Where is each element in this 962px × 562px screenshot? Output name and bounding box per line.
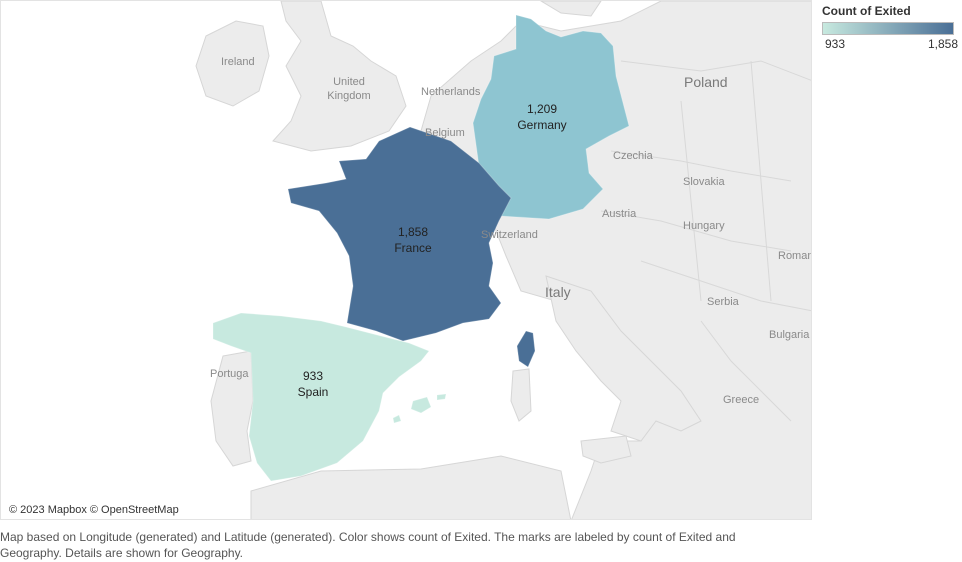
land-great-britain <box>272 1 407 152</box>
label-bulgaria: Bulgaria <box>769 329 810 341</box>
region-spain[interactable] <box>212 312 430 482</box>
mark-labels: 1,209 Germany 1,858 France 933 Spain <box>298 102 567 399</box>
label-netherlands: Netherlands <box>421 86 481 98</box>
region-mallorca[interactable] <box>410 396 432 414</box>
land-ireland <box>195 20 270 107</box>
label-italy: Italy <box>545 284 571 300</box>
land-sicily <box>580 435 632 464</box>
mark-geo-germany: Germany <box>517 118 566 132</box>
region-france[interactable] <box>287 126 512 342</box>
land-sardinia <box>510 368 532 422</box>
border-line <box>680 100 702 302</box>
legend-color-ramp <box>822 22 954 35</box>
border-line <box>620 60 811 81</box>
legend-min-label: 933 <box>825 37 846 51</box>
basemap-borders <box>600 60 811 422</box>
region-ibiza[interactable] <box>392 414 402 424</box>
mark-value-spain: 933 <box>303 369 323 383</box>
region-corsica[interactable] <box>516 330 536 368</box>
label-portugal: Portuga <box>210 368 249 380</box>
map-pane[interactable]: Ireland United Kingdom Netherlands Belgiu… <box>0 0 812 520</box>
mark-geo-france: France <box>394 241 432 255</box>
label-hungary: Hungary <box>683 220 725 232</box>
choropleth-layer[interactable] <box>212 14 630 482</box>
map-attribution[interactable]: © 2023 Mapbox © OpenStreetMap <box>9 504 179 516</box>
label-switzerland: Switzerland <box>481 229 538 241</box>
label-serbia: Serbia <box>707 296 740 308</box>
mark-geo-spain: Spain <box>298 385 329 399</box>
border-line <box>600 210 792 252</box>
land-north-africa <box>250 455 572 519</box>
label-belgium: Belgium <box>425 127 465 139</box>
label-slovakia: Slovakia <box>683 176 725 188</box>
border-line <box>700 320 792 422</box>
land-italy <box>545 275 702 442</box>
region-germany[interactable] <box>472 14 630 220</box>
legend-max-label: 1,858 <box>927 37 958 51</box>
label-romania: Roman <box>778 250 812 262</box>
legend-title: Count of Exited <box>822 4 911 18</box>
color-legend[interactable]: Count of Exited 933 1,858 <box>822 4 962 53</box>
border-line <box>640 260 811 312</box>
label-austria: Austria <box>602 208 637 220</box>
land-denmark <box>540 1 602 17</box>
mark-value-france: 1,858 <box>398 225 428 239</box>
caption: Map based on Longitude (generated) and L… <box>0 530 736 560</box>
label-ireland: Ireland <box>221 56 255 68</box>
region-menorca[interactable] <box>436 393 447 401</box>
label-uk: United Kingdom <box>327 76 370 102</box>
label-greece: Greece <box>723 394 759 406</box>
label-czechia: Czechia <box>613 150 654 162</box>
mark-value-germany: 1,209 <box>527 102 557 116</box>
legend-scale: 933 1,858 <box>822 37 958 53</box>
basemap-labels: Ireland United Kingdom Netherlands Belgiu… <box>210 56 812 406</box>
label-poland: Poland <box>684 74 728 90</box>
map-svg[interactable]: Ireland United Kingdom Netherlands Belgiu… <box>1 1 812 520</box>
border-line <box>750 60 772 302</box>
